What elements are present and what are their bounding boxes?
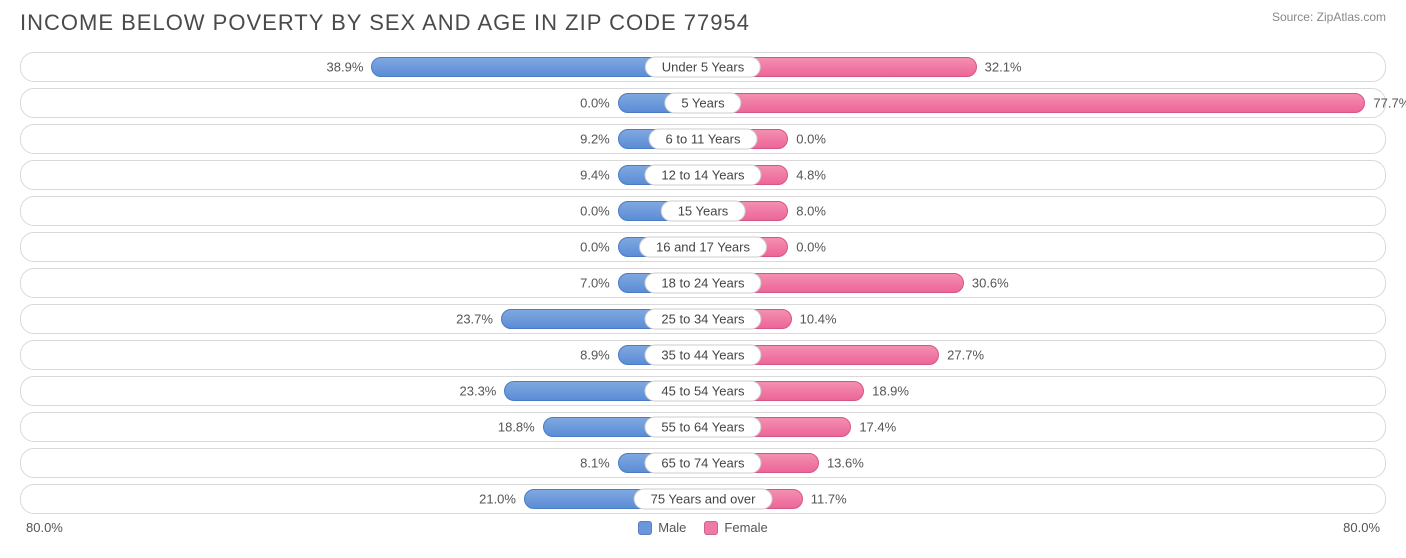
chart-area: 38.9% 32.1% Under 5 Years 0.0%77.7%5 Years 9… bbox=[20, 52, 1386, 514]
category-pill: 65 to 74 Years bbox=[644, 453, 761, 474]
male-value-label: 23.7% bbox=[456, 312, 493, 327]
legend-female-label: Female bbox=[724, 520, 767, 535]
chart-row: 0.0% 0.0% 16 and 17 Years bbox=[20, 232, 1386, 262]
axis-row: 80.0% Male Female 80.0% bbox=[20, 520, 1386, 535]
male-value-label: 9.2% bbox=[580, 132, 610, 147]
legend: Male Female bbox=[638, 520, 768, 535]
female-value-label: 8.0% bbox=[796, 204, 826, 219]
category-pill: 18 to 24 Years bbox=[644, 273, 761, 294]
male-value-label: 7.0% bbox=[580, 276, 610, 291]
male-swatch-icon bbox=[638, 521, 652, 535]
category-pill: 5 Years bbox=[664, 93, 741, 114]
female-value-label: 4.8% bbox=[796, 168, 826, 183]
female-value-label: 0.0% bbox=[796, 240, 826, 255]
legend-male-label: Male bbox=[658, 520, 686, 535]
female-value-label: 11.7% bbox=[811, 492, 847, 507]
category-pill: 6 to 11 Years bbox=[649, 129, 758, 150]
chart-row: 8.1% 13.6% 65 to 74 Years bbox=[20, 448, 1386, 478]
category-pill: 55 to 64 Years bbox=[644, 417, 761, 438]
category-pill: 12 to 14 Years bbox=[644, 165, 761, 186]
female-value-label: 27.7% bbox=[947, 348, 984, 363]
female-value-label: 30.6% bbox=[972, 276, 1009, 291]
female-value-label: 0.0% bbox=[796, 132, 826, 147]
chart-row: 21.0% 11.7% 75 Years and over bbox=[20, 484, 1386, 514]
female-value-label: 17.4% bbox=[859, 420, 896, 435]
male-value-label: 0.0% bbox=[580, 204, 610, 219]
chart-row: 7.0% 30.6% 18 to 24 Years bbox=[20, 268, 1386, 298]
female-value-label: 32.1% bbox=[985, 60, 1022, 75]
chart-row: 8.9% 27.7% 35 to 44 Years bbox=[20, 340, 1386, 370]
female-swatch-icon bbox=[704, 521, 718, 535]
male-value-label: 21.0% bbox=[479, 492, 516, 507]
female-value-label: 77.7% bbox=[1373, 96, 1406, 111]
male-value-label: 9.4% bbox=[580, 168, 610, 183]
male-value-label: 23.3% bbox=[460, 384, 497, 399]
chart-row: 23.3% 18.9% 45 to 54 Years bbox=[20, 376, 1386, 406]
category-pill: 25 to 34 Years bbox=[644, 309, 761, 330]
legend-male: Male bbox=[638, 520, 686, 535]
chart-row: 9.4% 4.8% 12 to 14 Years bbox=[20, 160, 1386, 190]
category-pill: 15 Years bbox=[661, 201, 746, 222]
chart-title: INCOME BELOW POVERTY BY SEX AND AGE IN Z… bbox=[20, 10, 750, 36]
chart-row: 0.0% 8.0% 15 Years bbox=[20, 196, 1386, 226]
legend-female: Female bbox=[704, 520, 767, 535]
category-pill: 45 to 54 Years bbox=[644, 381, 761, 402]
category-pill: Under 5 Years bbox=[645, 57, 761, 78]
male-value-label: 18.8% bbox=[498, 420, 535, 435]
chart-row: 18.8% 17.4% 55 to 64 Years bbox=[20, 412, 1386, 442]
chart-source: Source: ZipAtlas.com bbox=[1272, 10, 1386, 24]
female-value-label: 13.6% bbox=[827, 456, 864, 471]
female-bar bbox=[703, 93, 1365, 113]
male-value-label: 8.1% bbox=[580, 456, 610, 471]
chart-row: 0.0%77.7%5 Years bbox=[20, 88, 1386, 118]
chart-row: 9.2% 0.0% 6 to 11 Years bbox=[20, 124, 1386, 154]
category-pill: 75 Years and over bbox=[634, 489, 773, 510]
chart-row: 23.7% 10.4% 25 to 34 Years bbox=[20, 304, 1386, 334]
category-pill: 16 and 17 Years bbox=[639, 237, 767, 258]
category-pill: 35 to 44 Years bbox=[644, 345, 761, 366]
axis-left-label: 80.0% bbox=[20, 520, 638, 535]
axis-right-label: 80.0% bbox=[768, 520, 1386, 535]
male-value-label: 0.0% bbox=[580, 240, 610, 255]
male-value-label: 0.0% bbox=[580, 96, 610, 111]
female-value-label: 18.9% bbox=[872, 384, 909, 399]
chart-row: 38.9% 32.1% Under 5 Years bbox=[20, 52, 1386, 82]
male-value-label: 8.9% bbox=[580, 348, 610, 363]
male-value-label: 38.9% bbox=[327, 60, 364, 75]
female-value-label: 10.4% bbox=[800, 312, 837, 327]
